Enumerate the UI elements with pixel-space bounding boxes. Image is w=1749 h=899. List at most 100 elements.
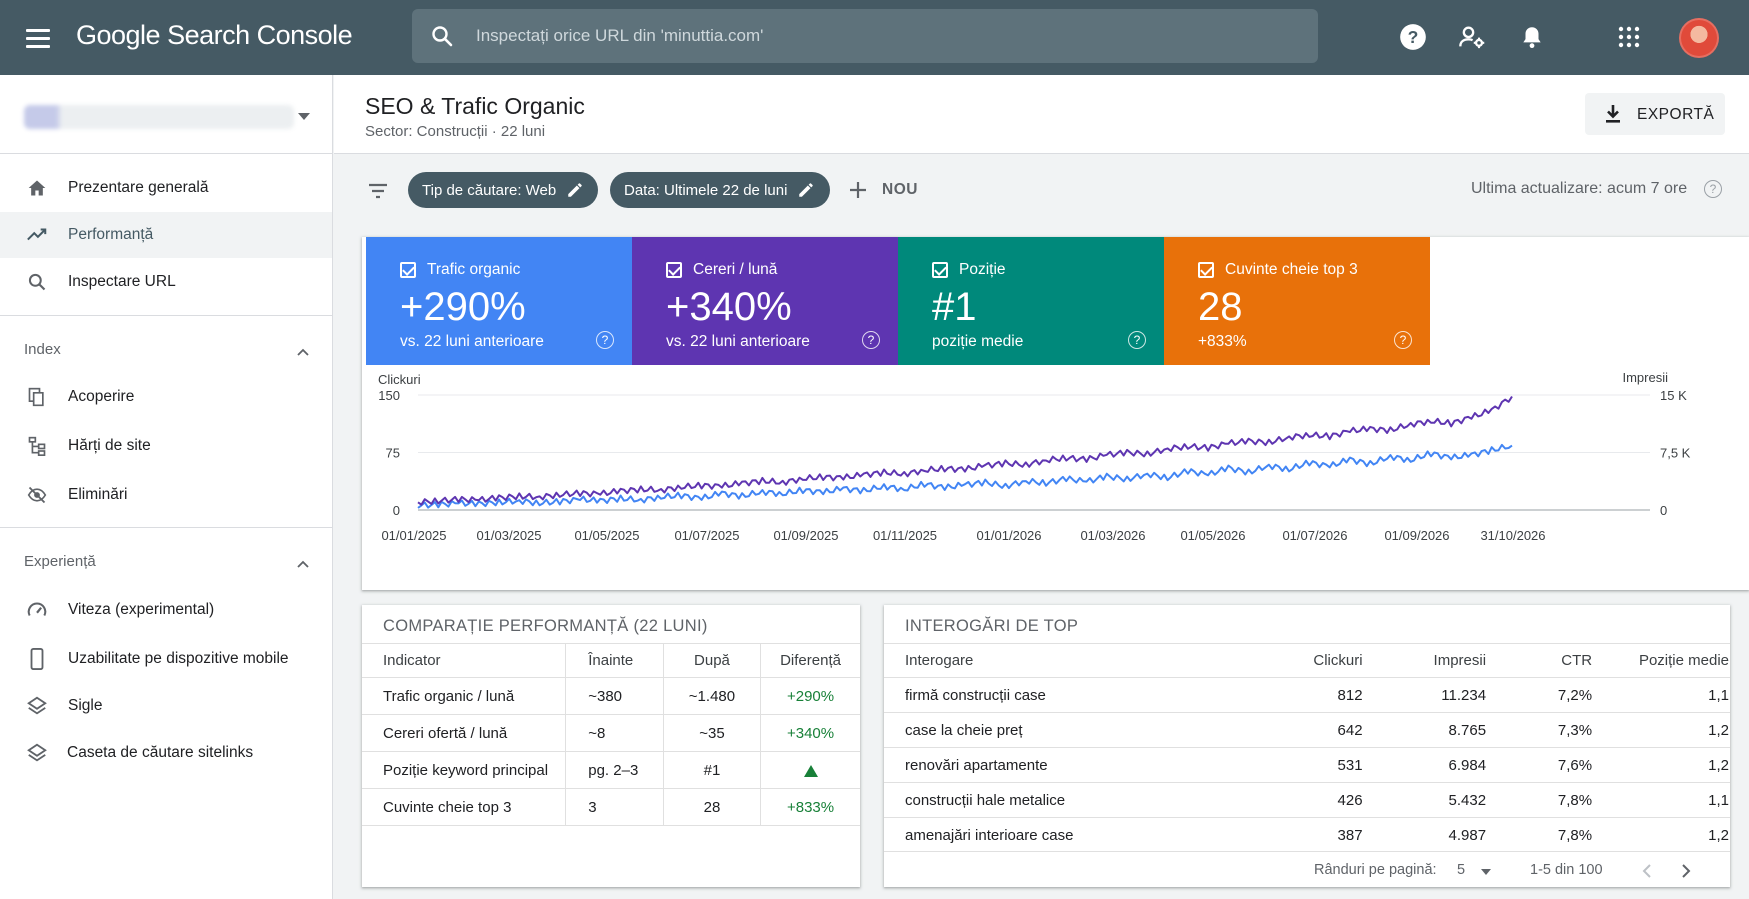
- url-inspect-search[interactable]: [412, 9, 1318, 63]
- table-header-row: Indicator Înainte După Diferență: [362, 643, 860, 678]
- column-header: Înainte: [565, 643, 664, 678]
- x-tick-label: 31/10/2026: [1480, 528, 1545, 543]
- metric-top3-keywords[interactable]: Cuvinte cheie top 3 28 +833% ?: [1164, 237, 1430, 365]
- metric-subtext: vs. 22 luni anterioare: [666, 333, 810, 350]
- sidebar-item-sitelinks-searchbox[interactable]: Caseta de căutare sitelinks: [0, 730, 332, 776]
- rows-per-page-select[interactable]: 5: [1457, 862, 1466, 878]
- table-cell: ~35: [663, 714, 762, 752]
- checkbox-icon[interactable]: [1198, 262, 1214, 278]
- table-cell: amenajări interioare case: [884, 817, 1255, 853]
- table-row: Cereri ofertă / lună ~8 ~35 +340%: [362, 714, 860, 752]
- column-header[interactable]: Impresii: [1362, 643, 1487, 678]
- metric-position[interactable]: Poziție #1 poziție medie ?: [898, 237, 1164, 365]
- page-subtitle: Sector: Construcții · 22 luni: [365, 123, 546, 140]
- table-cell: ~8: [565, 714, 664, 752]
- table-row[interactable]: firmă construcții case 812 11.234 7,2% 1…: [884, 677, 1730, 713]
- comparison-table: Indicator Înainte După Diferență Trafic …: [362, 643, 860, 827]
- checkbox-icon[interactable]: [932, 262, 948, 278]
- notifications-icon[interactable]: [1517, 22, 1547, 52]
- trending-up-icon: [25, 223, 49, 247]
- column-header[interactable]: Clickuri: [1254, 643, 1363, 678]
- table-cell: 1,2: [1592, 712, 1730, 748]
- apps-icon[interactable]: [1614, 22, 1644, 52]
- help-icon[interactable]: ?: [1394, 331, 1412, 349]
- chevron-down-icon[interactable]: [1480, 868, 1492, 876]
- column-header: După: [663, 643, 762, 678]
- help-icon[interactable]: ?: [1398, 22, 1428, 52]
- chevron-right-icon[interactable]: [1679, 863, 1693, 879]
- column-header[interactable]: CTR: [1486, 643, 1593, 678]
- x-tick-label: 01/09/2026: [1384, 528, 1449, 543]
- sidebar-item-removals[interactable]: Eliminări: [0, 472, 332, 518]
- sidebar-item-url-inspection[interactable]: Inspectare URL: [0, 259, 332, 305]
- y-tick-left: 0: [393, 503, 400, 518]
- metric-organic-traffic[interactable]: Trafic organic +290% vs. 22 luni anterio…: [366, 237, 632, 365]
- help-icon[interactable]: ?: [596, 331, 614, 349]
- account-avatar[interactable]: [1679, 18, 1719, 58]
- table-row[interactable]: amenajări interioare case 387 4.987 7,8%…: [884, 817, 1730, 853]
- table-cell: 1,1: [1592, 677, 1730, 713]
- table-cell: 7,6%: [1486, 747, 1593, 783]
- sidebar-item-label: Acoperire: [68, 388, 135, 405]
- table-cell: 1,2: [1592, 747, 1730, 783]
- column-header[interactable]: Poziție medie: [1592, 643, 1730, 678]
- property-selector[interactable]: [24, 101, 314, 133]
- column-header[interactable]: Interogare: [884, 643, 1255, 678]
- new-filter-button[interactable]: NOU: [848, 177, 918, 203]
- table-cell: +833%: [760, 788, 860, 826]
- help-icon[interactable]: ?: [862, 331, 880, 349]
- app-logo[interactable]: Google Search Console: [76, 20, 353, 50]
- table-cell: pg. 2–3: [565, 751, 664, 789]
- table-cell: case la cheie preț: [884, 712, 1255, 748]
- chevron-up-icon[interactable]: [296, 345, 310, 359]
- date-range-chip[interactable]: Data: Ultimele 22 de luni: [610, 172, 830, 208]
- sidebar-item-performance[interactable]: Performanță: [0, 212, 332, 258]
- sidebar-item-label: Sigle: [68, 697, 103, 714]
- property-name-blurred: [24, 105, 294, 129]
- filter-icon[interactable]: [366, 179, 390, 203]
- help-icon[interactable]: ?: [1704, 180, 1722, 198]
- sidebar-item-label: Prezentare generală: [68, 179, 209, 196]
- table-cell: firmă construcții case: [884, 677, 1255, 713]
- metric-requests[interactable]: Cereri / lună +340% vs. 22 luni anterioa…: [632, 237, 898, 365]
- checkbox-icon[interactable]: [400, 262, 416, 278]
- y-tick-right: 0: [1660, 503, 1667, 518]
- table-row[interactable]: renovări apartamente 531 6.984 7,6% 1,2: [884, 747, 1730, 783]
- column-header: Indicator: [362, 643, 567, 678]
- sidebar-item-coverage[interactable]: Acoperire: [0, 374, 332, 420]
- x-tick-label: 01/03/2025: [476, 528, 541, 543]
- layers-icon: [25, 741, 49, 765]
- metric-value: +340%: [666, 285, 792, 329]
- table-cell: 1,2: [1592, 817, 1730, 853]
- sidebar-item-overview[interactable]: Prezentare generală: [0, 165, 332, 211]
- table-cell: [760, 751, 860, 789]
- metric-label: Poziție: [959, 261, 1006, 278]
- checkbox-icon[interactable]: [666, 262, 682, 278]
- sidebar-item-mobile-usability[interactable]: Uzabilitate pe dispozitive mobile: [0, 636, 332, 682]
- menu-icon[interactable]: [26, 24, 54, 52]
- divider: [0, 315, 333, 316]
- table-row[interactable]: case la cheie preț 642 8.765 7,3% 1,2: [884, 712, 1730, 748]
- metric-subtext: vs. 22 luni anterioare: [400, 333, 544, 350]
- sidebar-item-sitemaps[interactable]: Hărți de site: [0, 423, 332, 469]
- sitemap-icon: [25, 434, 49, 458]
- rows-per-page-label: Rânduri pe pagină:: [1314, 862, 1437, 878]
- help-icon[interactable]: ?: [1128, 331, 1146, 349]
- table-cell: 531: [1254, 747, 1363, 783]
- sidebar-item-speed[interactable]: Viteza (experimental): [0, 587, 332, 633]
- export-button[interactable]: EXPORTĂ: [1585, 93, 1725, 135]
- chevron-left-icon[interactable]: [1640, 863, 1654, 879]
- table-row: Cuvinte cheie top 3 3 28 +833%: [362, 788, 860, 826]
- table-row-empty: [362, 825, 860, 827]
- search-type-chip[interactable]: Tip de căutare: Web: [408, 172, 598, 208]
- x-tick-label: 01/09/2025: [773, 528, 838, 543]
- manage-users-icon[interactable]: [1457, 22, 1487, 52]
- table-row[interactable]: construcții hale metalice 426 5.432 7,8%…: [884, 782, 1730, 818]
- search-input[interactable]: [476, 9, 1296, 63]
- sidebar-item-logos[interactable]: Sigle: [0, 683, 332, 729]
- table-cell: 7,3%: [1486, 712, 1593, 748]
- x-tick-label: 01/01/2026: [976, 528, 1041, 543]
- top-app-bar: Google Search Console ?: [0, 0, 1749, 75]
- section-title-index: Index: [24, 341, 61, 358]
- chevron-up-icon[interactable]: [296, 557, 310, 571]
